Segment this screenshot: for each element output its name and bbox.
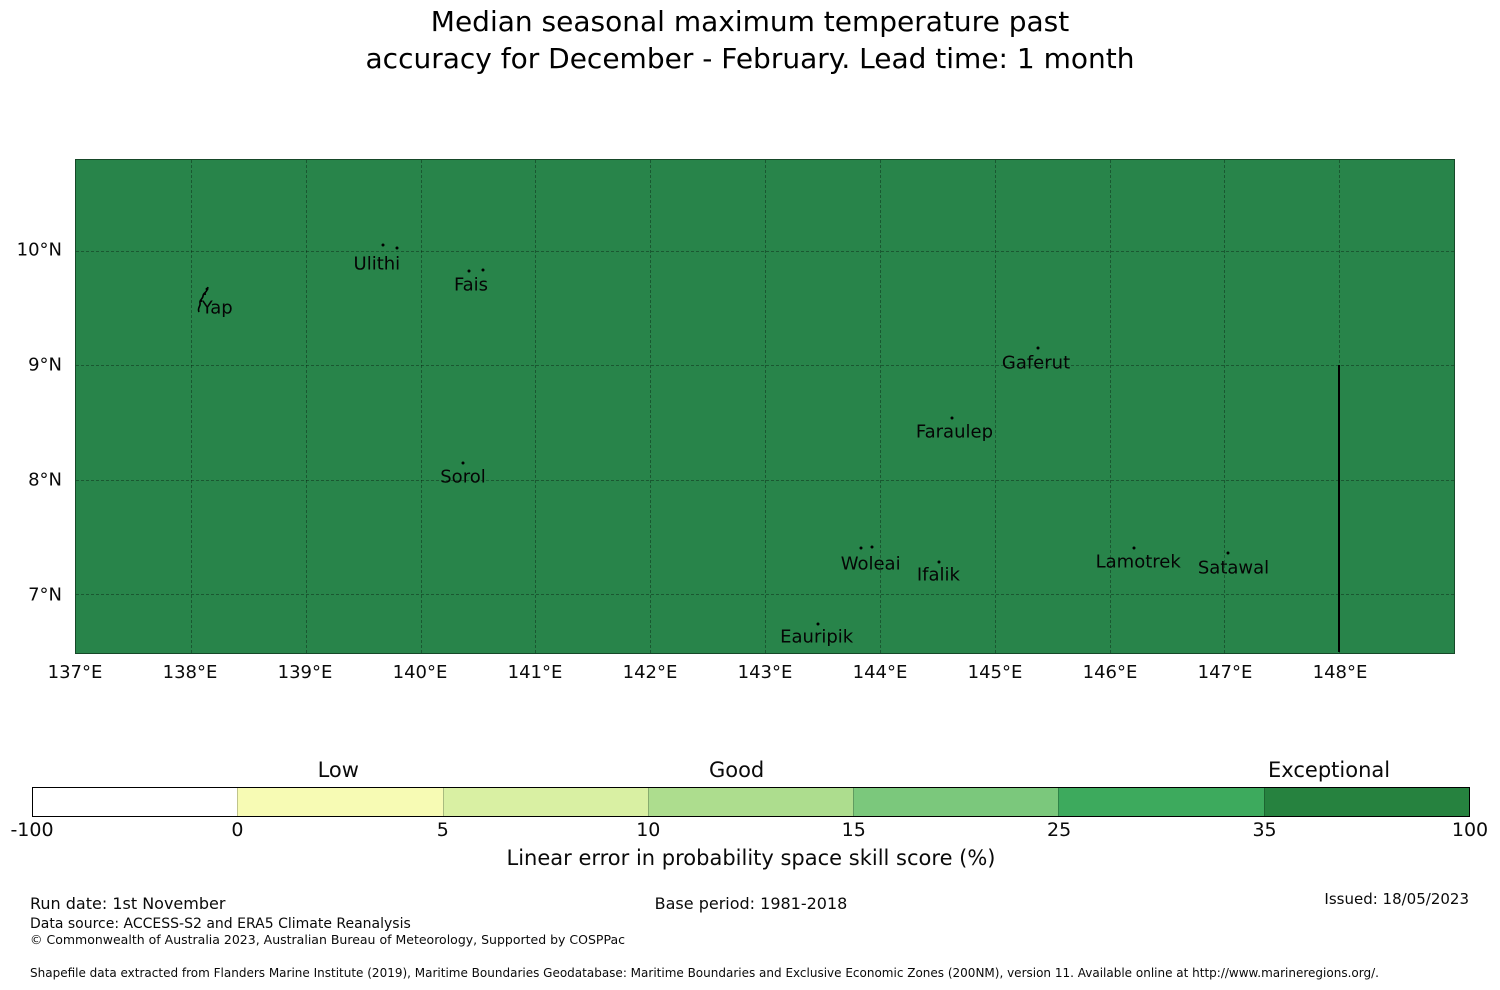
colorbar-segment — [442, 788, 648, 816]
colorbar-boundary-label: 10 — [636, 819, 661, 841]
colorbar-axis-label: Linear error in probability space skill … — [506, 846, 996, 870]
island-mark-dot — [395, 246, 399, 250]
gridline-horizontal — [76, 250, 1454, 252]
longitude-tick-label: 140°E — [392, 662, 448, 683]
latitude-tick-label: 7°N — [28, 584, 62, 606]
gridline-vertical — [535, 160, 537, 653]
figure-title: Median seasonal maximum temperature past… — [0, 3, 1500, 77]
island-mark-dot — [481, 268, 485, 272]
latitude-tick-label: 10°N — [16, 239, 62, 261]
colorbar-boundary-label: 5 — [436, 819, 449, 841]
colorbar-segment — [647, 788, 854, 816]
colorbar-segment — [237, 788, 443, 816]
longitude-axis: 137°E 138°E 139°E 140°E 141°E 142°E 143°E 144°E… — [48, 662, 1455, 686]
gridline-horizontal — [76, 479, 1454, 481]
run-date-text: Run date: 1st November — [30, 894, 226, 913]
gridline-vertical — [650, 160, 652, 653]
island-label: Woleai — [840, 553, 901, 575]
longitude-tick-label: 145°E — [967, 662, 1023, 683]
colorbar-segment — [33, 788, 238, 816]
island-mark-dot — [859, 546, 863, 550]
colorbar-segment — [853, 788, 1059, 816]
gridline-horizontal — [76, 594, 1454, 596]
island-mark-dot — [461, 461, 465, 465]
title-line-2: accuracy for December - February. Lead t… — [365, 42, 1135, 75]
gridline-vertical — [994, 160, 996, 653]
island-label: Sorol — [440, 466, 486, 488]
colorbar-boundary-label: -100 — [10, 819, 54, 841]
longitude-tick-label: 142°E — [622, 662, 678, 683]
gridline-vertical — [305, 160, 307, 653]
yap-island-shape — [197, 286, 209, 313]
colorbar — [32, 787, 1470, 817]
island-label: Fais — [453, 274, 489, 296]
colorbar-category-low: Low — [317, 758, 359, 782]
longitude-tick-label: 143°E — [737, 662, 793, 683]
island-mark-dot — [1036, 346, 1040, 350]
island-mark-dot — [870, 545, 874, 549]
colorbar-boundary-label: 35 — [1252, 819, 1277, 841]
map-area: Yap Ulithi Fais Sorol Gaferut Faraulep Woleai I… — [75, 159, 1455, 654]
island-mark-dot — [816, 622, 820, 626]
island-mark-dot — [950, 416, 954, 420]
latitude-axis: 10°N 9°N 8°N 7°N — [0, 159, 62, 654]
island-mark-dot — [467, 269, 471, 273]
gridline-vertical — [420, 160, 422, 653]
island-label: Yap — [201, 297, 233, 319]
shapefile-note-text: Shapefile data extracted from Flanders M… — [30, 966, 1379, 980]
gridline-vertical — [879, 160, 881, 653]
island-label: Satawal — [1197, 557, 1270, 579]
base-period-text: Base period: 1981-2018 — [654, 894, 848, 913]
colorbar-boundary-label: 15 — [841, 819, 866, 841]
longitude-tick-label: 139°E — [277, 662, 333, 683]
colorbar-tick-labels: -100 0 5 10 15 25 35 100 — [10, 819, 1488, 845]
colorbar-boundary-label: 25 — [1047, 819, 1072, 841]
island-mark-dot — [937, 560, 941, 564]
colorbar-category-good: Good — [708, 758, 765, 782]
longitude-tick-label: 144°E — [852, 662, 908, 683]
colorbar-segment — [1058, 788, 1264, 816]
data-source-text: Data source: ACCESS-S2 and ERA5 Climate … — [30, 916, 411, 932]
latitude-tick-label: 9°N — [28, 354, 62, 376]
island-label: Eauripik — [780, 626, 854, 648]
island-label: Lamotrek — [1095, 551, 1181, 573]
issued-date-text: Issued: 18/05/2023 — [1324, 890, 1469, 908]
island-label: Ifalik — [916, 564, 960, 586]
longitude-tick-label: 141°E — [507, 662, 563, 683]
copyright-text: © Commonwealth of Australia 2023, Austra… — [30, 932, 625, 947]
gridline-vertical — [190, 160, 192, 653]
longitude-tick-label: 146°E — [1082, 662, 1138, 683]
title-line-1: Median seasonal maximum temperature past — [430, 5, 1070, 38]
gridline-horizontal — [76, 365, 1454, 367]
gridline-vertical — [765, 160, 766, 653]
gridline-vertical — [1224, 160, 1226, 653]
longitude-tick-label: 148°E — [1312, 662, 1368, 683]
colorbar-segment — [1263, 788, 1469, 816]
colorbar-boundary-label: 0 — [231, 819, 244, 841]
gridline-vertical — [1109, 160, 1111, 653]
island-label: Faraulep — [915, 421, 994, 443]
longitude-tick-label: 137°E — [47, 662, 103, 683]
island-mark-dot — [1226, 551, 1230, 555]
longitude-tick-label: 147°E — [1197, 662, 1253, 683]
longitude-tick-label: 138°E — [162, 662, 218, 683]
eez-boundary-line — [1338, 365, 1341, 652]
latitude-tick-label: 8°N — [28, 469, 62, 491]
colorbar-category-labels: Low Good Exceptional — [32, 758, 1470, 785]
colorbar-category-exceptional: Exceptional — [1268, 758, 1391, 782]
island-label: Ulithi — [353, 253, 401, 275]
island-mark-dot — [1132, 546, 1136, 550]
island-label: Gaferut — [1001, 352, 1071, 374]
colorbar-boundary-label: 100 — [1451, 819, 1489, 841]
island-mark-dot — [381, 243, 385, 247]
